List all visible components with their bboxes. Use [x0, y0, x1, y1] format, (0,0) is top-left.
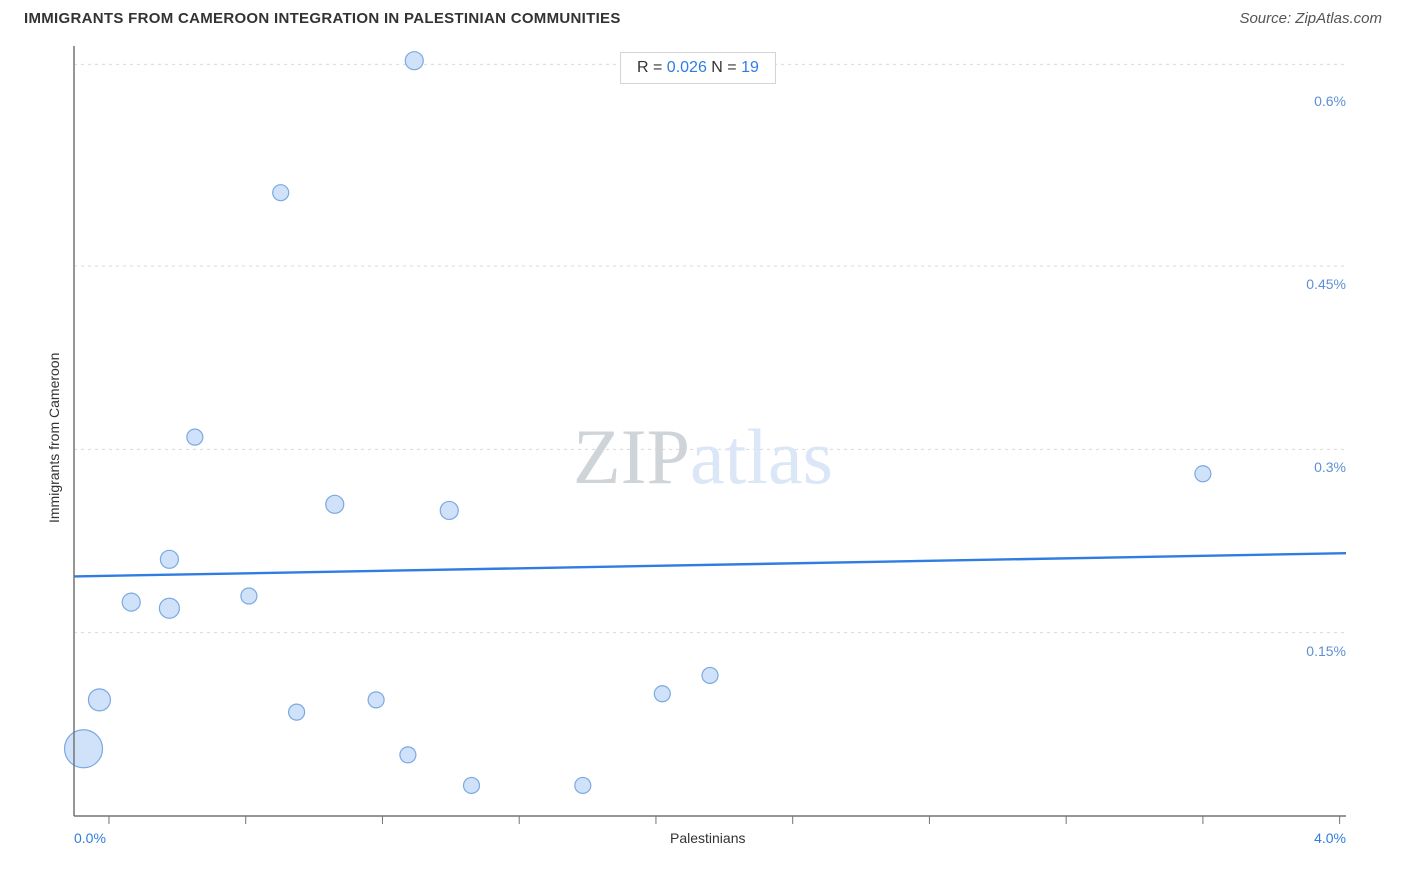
- r-value: 0.026: [667, 59, 707, 76]
- y-tick-label: 0.15%: [1306, 643, 1346, 659]
- y-tick-label: 0.3%: [1314, 459, 1346, 475]
- y-tick-label: 0.45%: [1306, 276, 1346, 292]
- x-axis-label: Palestinians: [670, 830, 746, 846]
- source-attribution: Source: ZipAtlas.com: [1239, 10, 1382, 27]
- chart-container: ZIPatlas R = 0.026 N = 19 Immigrants fro…: [24, 46, 1382, 868]
- n-label: N =: [711, 59, 741, 76]
- page-title: IMMIGRANTS FROM CAMEROON INTEGRATION IN …: [24, 10, 621, 27]
- x-tick-label: 4.0%: [1314, 830, 1346, 846]
- header: IMMIGRANTS FROM CAMEROON INTEGRATION IN …: [0, 0, 1406, 35]
- scatter-chart: [24, 46, 1382, 868]
- y-tick-label: 0.6%: [1314, 93, 1346, 109]
- stats-box: R = 0.026 N = 19: [620, 52, 776, 84]
- r-label: R =: [637, 59, 667, 76]
- y-axis-label: Immigrants from Cameroon: [46, 353, 62, 523]
- x-tick-label: 0.0%: [74, 830, 106, 846]
- n-value: 19: [741, 59, 759, 76]
